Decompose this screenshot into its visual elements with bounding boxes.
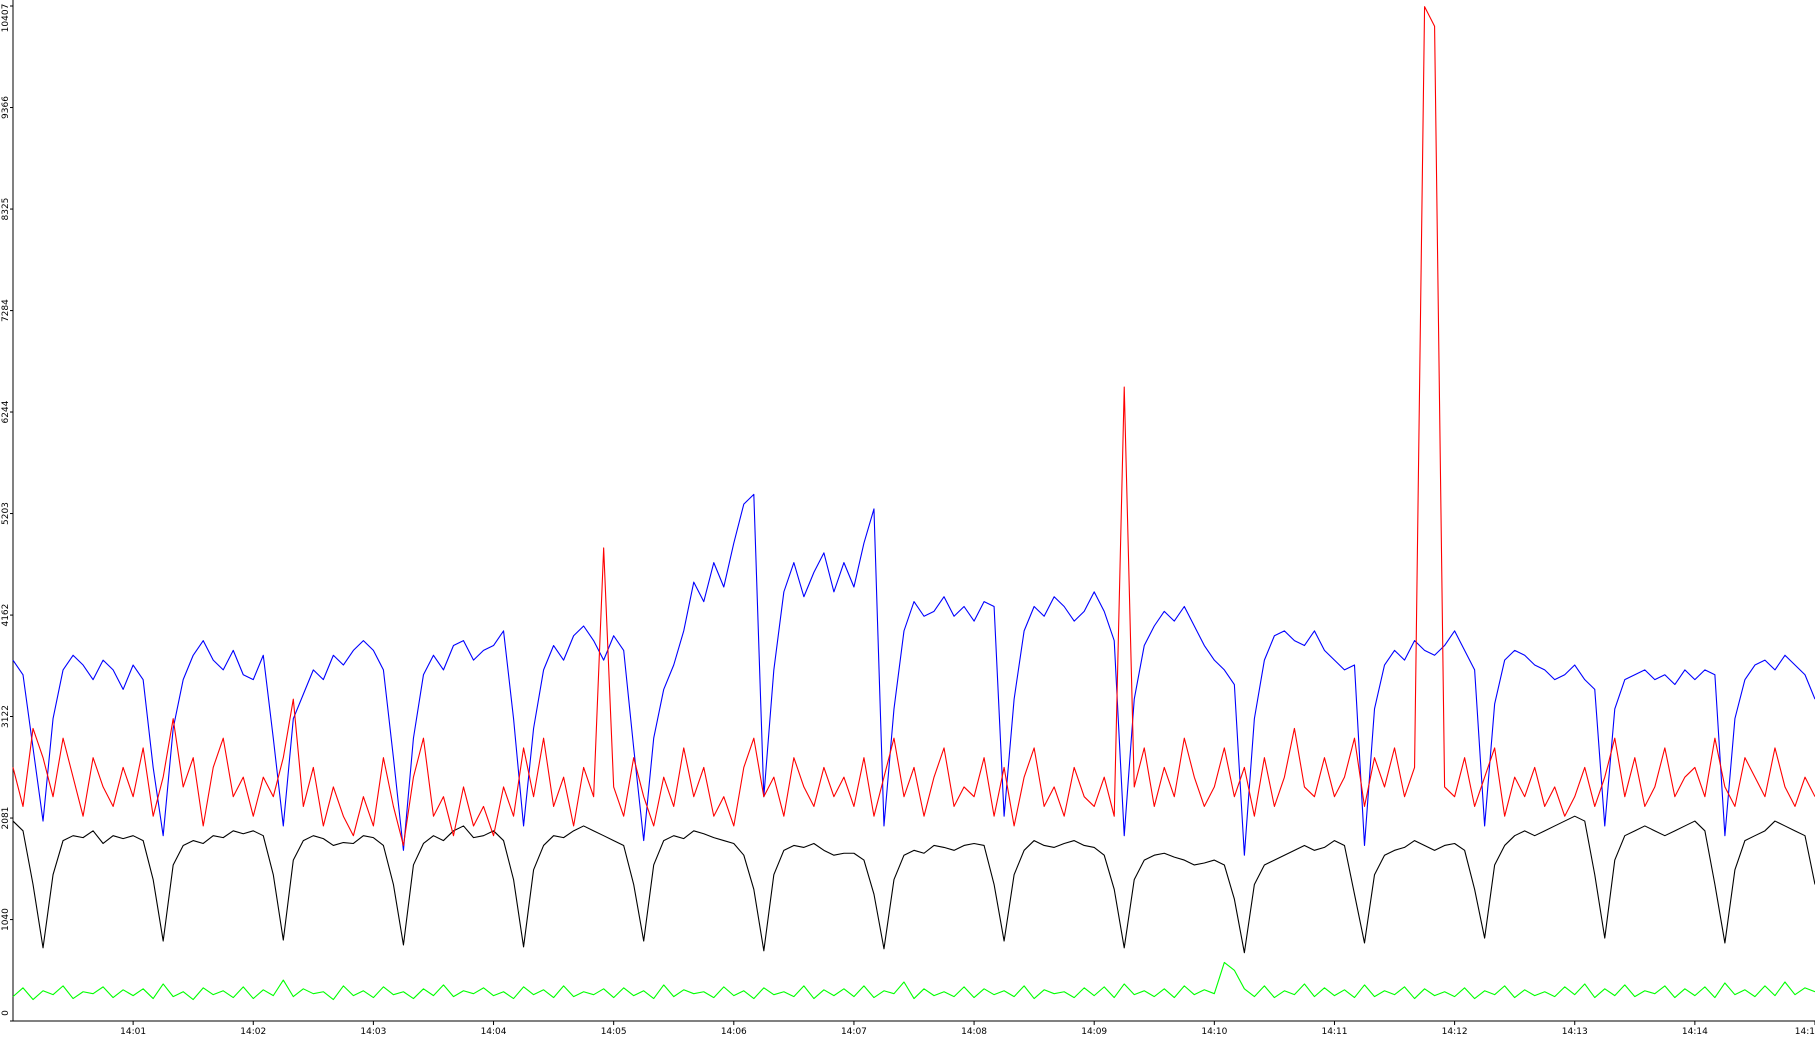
x-tick-label: 14:01 [120,1027,146,1037]
y-tick-label: 6244 [1,400,11,423]
x-tick-label: 14:1 [1795,1027,1815,1037]
x-tick-label: 14:06 [721,1027,747,1037]
x-tick-label: 14:13 [1562,1027,1588,1037]
y-tick-label: 10407 [1,4,11,33]
y-tick-label: 3122 [1,705,11,728]
y-tick-label: 2081 [1,807,11,830]
y-tick-label: 9366 [1,96,11,119]
series-line [12,6,1815,846]
x-tick-label: 14:02 [240,1027,266,1037]
y-tick-label: 1040 [1,908,11,931]
series-line [12,493,1815,856]
x-tick-label: 14:10 [1201,1027,1227,1037]
x-tick-label: 14:11 [1321,1027,1347,1037]
x-tick-label: 14:08 [961,1027,987,1037]
x-tick-label: 14:04 [481,1027,507,1037]
x-tick-label: 14:05 [601,1027,627,1037]
series-line [12,815,1815,954]
y-tick-label: 4162 [1,604,11,627]
series-line [12,961,1815,1001]
y-tick-label: 7284 [1,299,11,322]
y-tick-label: 8325 [1,198,11,221]
x-tick-label: 14:12 [1442,1027,1468,1037]
x-tick-label: 14:14 [1682,1027,1708,1037]
x-tick-label: 14:07 [841,1027,867,1037]
x-tick-label: 14:03 [360,1027,386,1037]
y-tick-label: 0 [1,1010,11,1016]
x-tick-label: 14:09 [1081,1027,1107,1037]
y-tick-label: 5203 [1,502,11,525]
